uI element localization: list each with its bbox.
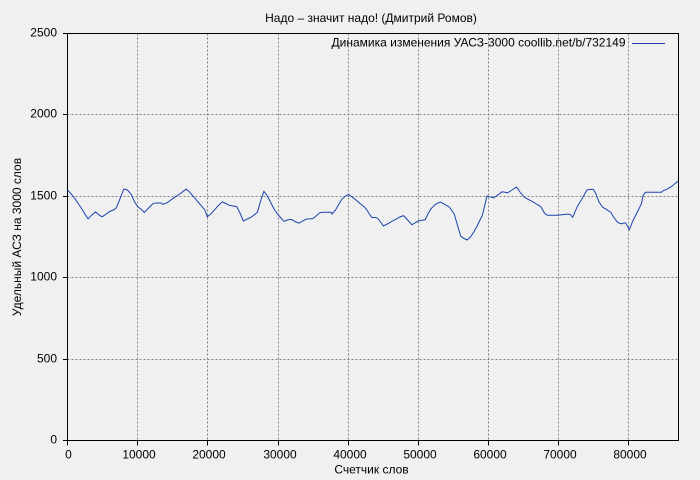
- svg-text:1500: 1500: [30, 189, 57, 203]
- svg-text:Надо – значит надо! (Дмитрий Р: Надо – значит надо! (Дмитрий Ромов): [265, 11, 477, 25]
- svg-text:Динамика изменения УАСЗ-3000 c: Динамика изменения УАСЗ-3000 coollib.net…: [332, 36, 626, 50]
- svg-text:1000: 1000: [30, 270, 57, 284]
- svg-text:Счетчик слов: Счетчик слов: [334, 463, 408, 477]
- svg-text:80000: 80000: [613, 448, 647, 462]
- svg-text:60000: 60000: [473, 448, 507, 462]
- svg-text:Удельный АСЗ на 3000 слов: Удельный АСЗ на 3000 слов: [10, 158, 24, 316]
- svg-text:70000: 70000: [543, 448, 577, 462]
- svg-text:40000: 40000: [333, 448, 367, 462]
- svg-text:500: 500: [37, 352, 57, 366]
- svg-text:10000: 10000: [122, 448, 156, 462]
- svg-text:0: 0: [65, 448, 72, 462]
- svg-text:2000: 2000: [30, 107, 57, 121]
- svg-text:0: 0: [50, 433, 57, 447]
- svg-text:50000: 50000: [403, 448, 437, 462]
- svg-text:2500: 2500: [30, 26, 57, 40]
- svg-text:30000: 30000: [263, 448, 297, 462]
- svg-text:20000: 20000: [192, 448, 226, 462]
